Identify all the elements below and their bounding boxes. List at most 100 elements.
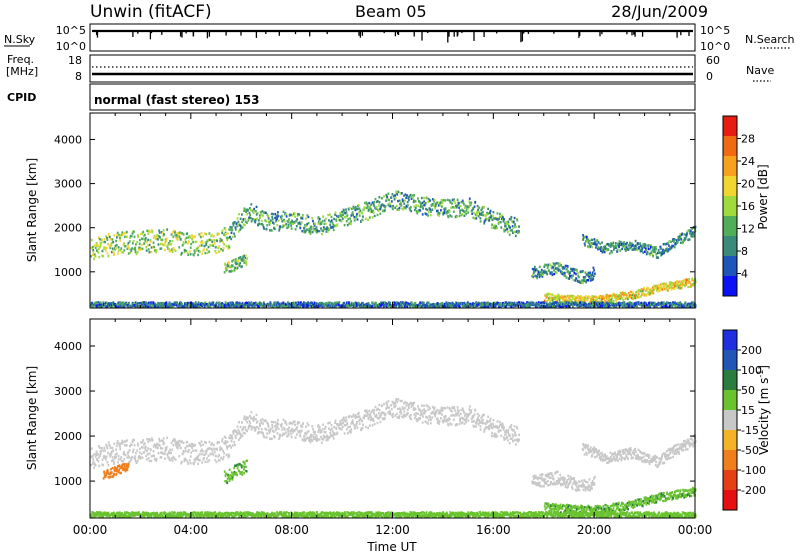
scatter-cell (90, 464, 92, 467)
scatter-cell (257, 219, 260, 222)
scatter-cell (192, 302, 195, 305)
scatter-cell (409, 401, 412, 404)
scatter-cell (201, 450, 204, 453)
scatter-cell (400, 412, 403, 415)
scatter-cell (385, 407, 387, 410)
scatter-cell (313, 437, 316, 440)
scatter-cell (406, 194, 408, 197)
scatter-cell (559, 301, 561, 305)
scatter-cell (366, 204, 369, 208)
scatter-cell (522, 301, 525, 305)
scatter-cell (238, 432, 241, 435)
scatter-cell (678, 286, 680, 289)
scatter-cell (436, 421, 439, 424)
scatter-cell (645, 252, 648, 256)
scatter-cell (368, 216, 371, 219)
scatter-cell (402, 407, 404, 411)
scatter-cell (633, 245, 636, 248)
scatter-cell (387, 203, 390, 206)
scatter-cell (601, 303, 603, 307)
scatter-cell (157, 305, 159, 308)
scatter-cell (407, 403, 410, 406)
scatter-cell (406, 305, 409, 309)
scatter-cell (387, 192, 390, 195)
scatter-cell (421, 201, 424, 205)
scatter-cell (212, 443, 215, 446)
scatter-cell (157, 238, 159, 241)
scatter-cell (662, 287, 665, 290)
scatter-cell (538, 271, 540, 274)
scatter-cell (346, 223, 349, 227)
scatter-cell (392, 204, 394, 208)
scatter-cell (338, 301, 341, 304)
scatter-cell (498, 221, 501, 224)
scatter-cell (185, 249, 188, 253)
scatter-cell (554, 271, 557, 274)
scatter-cell (347, 426, 350, 429)
scatter-cell (291, 214, 294, 217)
scatter-cell (679, 282, 682, 285)
scatter-cell (155, 459, 158, 462)
scatter-cell (631, 305, 634, 308)
scatter-cell (190, 305, 193, 309)
cpid-frame (89, 83, 696, 111)
scatter-cell (155, 250, 158, 254)
scatter-cell (555, 299, 558, 303)
scatter-cell (389, 301, 392, 305)
scatter-cell (570, 294, 573, 297)
power-x-ticks (89, 113, 696, 308)
scatter-cell (614, 302, 617, 306)
scatter-cell (674, 305, 677, 309)
scatter-cell (491, 223, 493, 226)
scatter-cell (218, 459, 221, 462)
scatter-cell (386, 196, 389, 199)
scatter-cell (637, 302, 639, 305)
scatter-cell (636, 290, 639, 293)
scatter-cell (127, 242, 130, 245)
scatter-cell (218, 454, 221, 457)
scatter-cell (261, 223, 263, 226)
scatter-cell (439, 201, 442, 204)
scatter-cell (378, 196, 381, 199)
nave-tick-bottom: 0 (706, 70, 713, 83)
scatter-cell (346, 432, 349, 435)
scatter-cell (582, 270, 584, 273)
scatter-cell (352, 413, 355, 416)
scatter-cell (93, 466, 95, 469)
scatter-cell (620, 241, 623, 244)
freq-panel: Freq. [MHz] 18 8 60 0 Nave (6, 53, 774, 83)
scatter-cell (193, 303, 196, 307)
scatter-cell (222, 241, 224, 244)
scatter-cell (104, 456, 107, 460)
scatter-cell (317, 222, 320, 225)
scatter-cell (128, 456, 131, 459)
scatter-cell (325, 439, 328, 442)
scatter-cell (260, 427, 263, 431)
scatter-cell (430, 418, 432, 421)
scatter-cell (618, 301, 620, 304)
scatter-cell (559, 305, 562, 308)
scatter-cell (400, 192, 403, 195)
scatter-cell (464, 204, 467, 207)
scatter-cell (387, 303, 390, 306)
scatter-cell (287, 432, 290, 435)
scatter-cell (355, 422, 358, 426)
scatter-cell (148, 251, 151, 254)
scatter-cell (637, 242, 640, 245)
scatter-cell (557, 304, 560, 307)
scatter-cell (434, 303, 437, 306)
scatter-cell (280, 216, 283, 219)
scatter-cell (380, 204, 383, 207)
scatter-cell (365, 202, 367, 206)
scatter-cell (320, 227, 322, 230)
scatter-cell (392, 402, 395, 406)
scatter-cell (498, 303, 501, 307)
scatter-cell (566, 267, 568, 271)
scatter-cell (664, 287, 667, 290)
scatter-cell (305, 217, 307, 220)
scatter-cell (513, 216, 516, 220)
scatter-cell (352, 205, 355, 208)
scatter-cell (421, 301, 424, 304)
scatter-cell (562, 266, 565, 269)
scatter-cell (350, 214, 353, 217)
